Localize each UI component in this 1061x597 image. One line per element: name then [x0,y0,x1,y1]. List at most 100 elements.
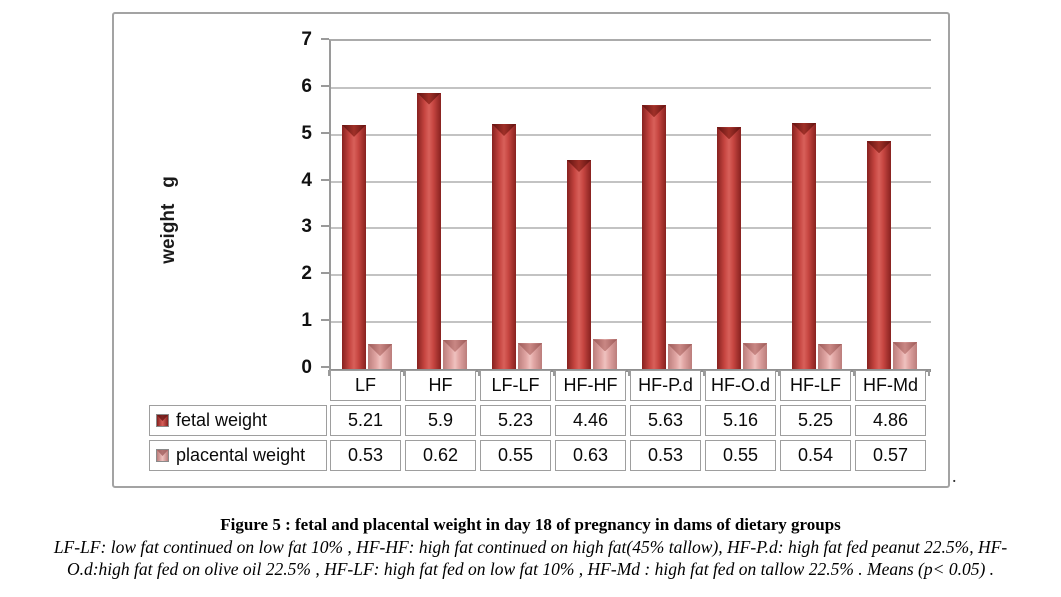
bar-top-bevel [368,344,392,357]
y-tick-mark-3 [321,225,329,228]
y-tick-label-5: 5 [301,122,312,144]
caption-title: Figure 5 : fetal and placental weight in… [220,515,841,534]
figure-caption: Figure 5 : fetal and placental weight in… [0,514,1061,580]
y-tick-mark-2 [321,272,329,275]
y-axis-tick-labels: 7 6 5 4 3 2 1 0 [254,14,312,414]
y-axis-title-text: weight g [158,176,180,264]
bar-top-bevel [818,343,842,356]
bar-fetal-weight-HF-LF [792,123,816,369]
gridline-5 [331,133,931,136]
value-cell-placental-weight-HF-HF: 0.63 [555,440,626,471]
bar-fetal-weight-LF [342,124,366,369]
bar-top-bevel [743,343,767,356]
bar-fetal-weight-HF-HF [567,160,591,369]
gridline-3 [331,227,931,230]
x-tick-mark-1 [403,370,405,376]
bar-placental-weight-HF-O.d [743,343,767,369]
category-cell-HF-P.d: HF-P.d [630,370,701,401]
value-cell-placental-weight-HF: 0.62 [405,440,476,471]
value-cell-placental-weight-HF-P.d: 0.53 [630,440,701,471]
category-cell-LF: LF [330,370,401,401]
bar-top-bevel [518,343,542,356]
bar-placental-weight-HF-HF [593,339,617,369]
bar-placental-weight-HF-P.d [668,344,692,369]
y-tick-mark-0 [321,366,329,368]
caption-body: LF-LF: low fat continued on low fat 10% … [53,537,1008,579]
value-cell-placental-weight-HF-O.d: 0.55 [705,440,776,471]
bar-top-bevel [668,344,692,357]
value-cell-fetal-weight-LF: 5.21 [330,405,401,436]
bar-placental-weight-HF [443,339,467,369]
category-cell-LF-LF: LF-LF [480,370,551,401]
bar-top-bevel [443,339,467,352]
x-tick-mark-8 [928,370,930,376]
y-tick-mark-6 [321,84,329,87]
bar-placental-weight-HF-Md [893,342,917,369]
x-tick-mark-3 [553,370,555,376]
bar-placental-weight-HF-LF [818,343,842,369]
gridline-4 [331,180,931,183]
bar-fetal-weight-HF-Md [867,141,891,369]
bar-placental-weight-LF [368,344,392,369]
x-tick-mark-6 [778,370,780,376]
value-cell-fetal-weight-HF-O.d: 5.16 [705,405,776,436]
x-tick-mark-5 [703,370,705,376]
bar-placental-weight-LF-LF [518,343,542,369]
category-cell-HF-LF: HF-LF [780,370,851,401]
category-cell-HF-Md: HF-Md [855,370,926,401]
y-tick-label-1: 1 [301,310,312,332]
bar-top-bevel [567,160,591,173]
bar-fetal-weight-HF-P.d [642,105,666,369]
gridline-2 [331,274,931,277]
value-cell-fetal-weight-HF-P.d: 5.63 [630,405,701,436]
x-tick-mark-7 [853,370,855,376]
y-tick-label-4: 4 [301,169,312,191]
y-tick-mark-4 [321,178,329,181]
bar-top-bevel [417,92,441,105]
bar-fetal-weight-HF [417,92,441,369]
bar-top-bevel [642,105,666,118]
y-tick-label-3: 3 [301,216,312,238]
x-tick-mark-2 [478,370,480,376]
bar-top-bevel [792,123,816,135]
legend-label: placental weight [176,445,306,465]
plot-area [329,39,931,372]
y-axis-title: weight g [154,114,184,326]
legend-cell-placental-weight: placental weight [149,440,327,471]
category-cell-HF-O.d: HF-O.d [705,370,776,401]
data-table: LF HF LF-LF HF-HF HF-P.d HF-O.d HF-LF HF-Md feta… [149,370,929,474]
legend-cell-fetal-weight: fetal weight [149,405,327,436]
bar-top-bevel [893,342,917,355]
y-tick-mark-5 [321,131,329,134]
y-tick-label-0: 0 [301,357,312,378]
value-cell-placental-weight-LF-LF: 0.55 [480,440,551,471]
y-tick-label-6: 6 [301,75,312,97]
value-cell-fetal-weight-HF-LF: 5.25 [780,405,851,436]
gridline-6 [331,86,931,89]
value-cell-fetal-weight-HF-HF: 4.46 [555,405,626,436]
value-cell-fetal-weight-HF: 5.9 [405,405,476,436]
legend-key-fetal-weight-icon [156,414,169,427]
value-cell-fetal-weight-HF-Md: 4.86 [855,405,926,436]
trailing-period: . [952,466,957,486]
bar-top-bevel [867,141,891,154]
category-cell-HF: HF [405,370,476,401]
bar-top-bevel [593,339,617,352]
value-cell-placental-weight-HF-Md: 0.57 [855,440,926,471]
legend-label: fetal weight [176,410,268,430]
x-tick-mark-4 [628,370,630,376]
bar-top-bevel [492,123,516,136]
gridline-1 [331,321,931,324]
bar-fetal-weight-HF-O.d [717,127,741,369]
value-cell-placental-weight-LF: 0.53 [330,440,401,471]
bar-top-bevel [342,124,366,137]
category-cell-HF-HF: HF-HF [555,370,626,401]
y-tick-mark-7 [321,38,329,40]
y-tick-label-7: 7 [301,29,312,50]
value-cell-placental-weight-HF-LF: 0.54 [780,440,851,471]
y-tick-mark-1 [321,319,329,322]
bar-top-bevel [717,127,741,140]
legend-key-placental-weight-icon [156,449,169,462]
